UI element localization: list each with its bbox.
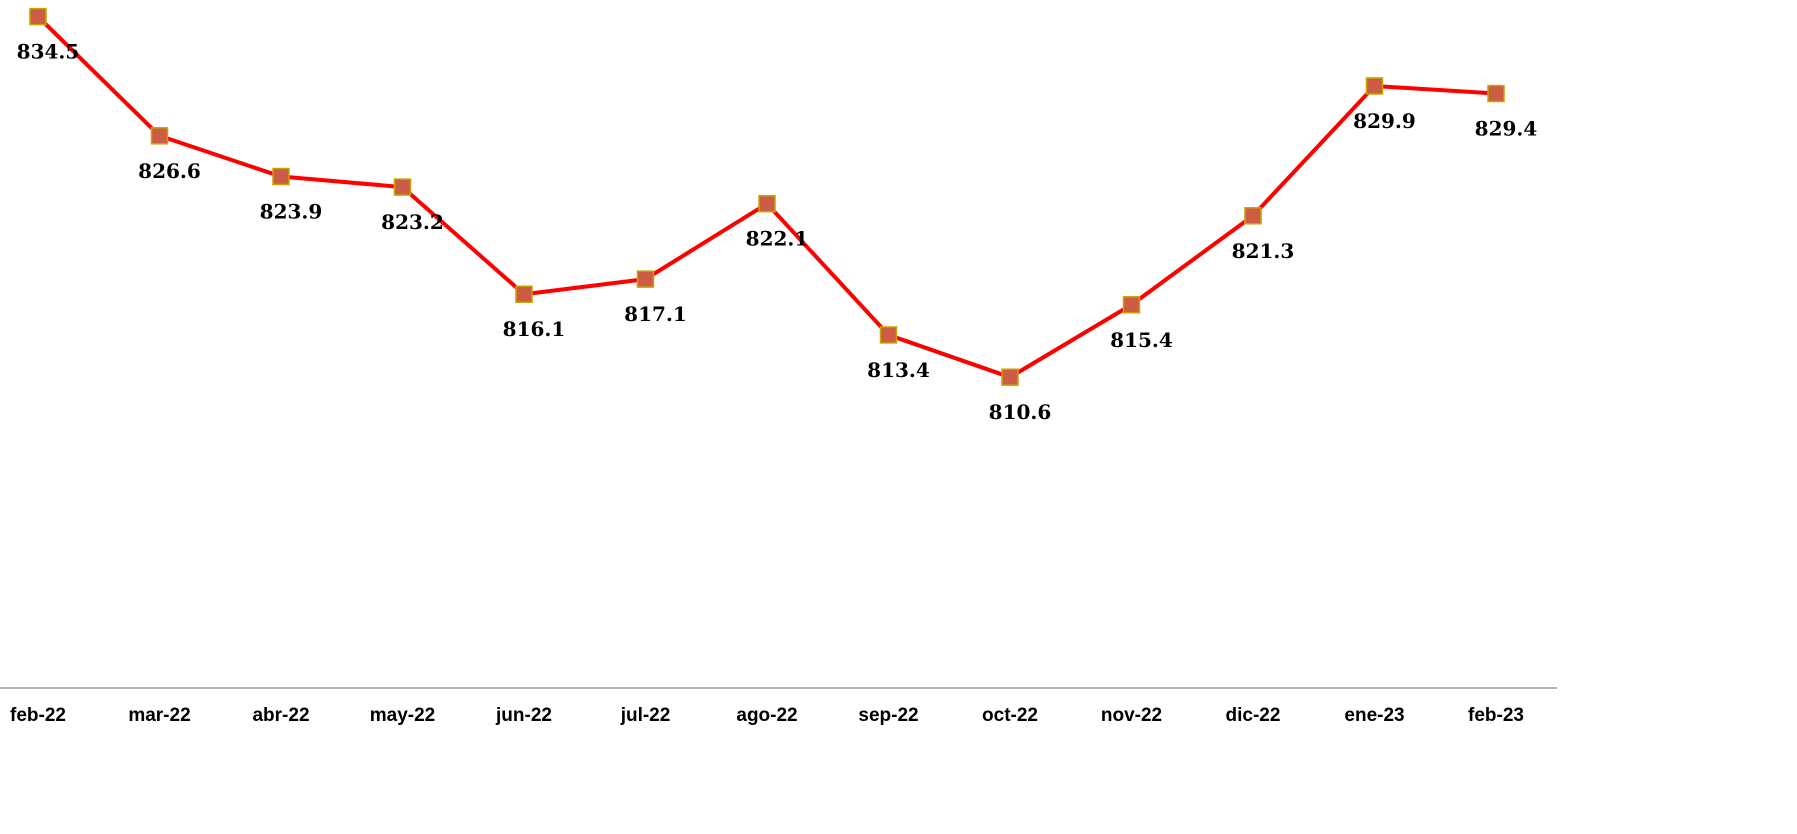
marker — [29, 7, 47, 26]
x-tick-label: may-22 — [370, 705, 436, 726]
data-label: 816.1 — [503, 317, 566, 341]
marker — [1001, 368, 1019, 386]
marker — [1122, 296, 1141, 314]
data-label: 826.6 — [138, 159, 201, 183]
x-tick-label: abr-22 — [252, 705, 309, 726]
x-tick-label: feb-23 — [1468, 705, 1524, 726]
marker — [758, 194, 776, 213]
data-label: 822.1 — [746, 227, 809, 251]
x-tick-label: nov-22 — [1101, 705, 1162, 726]
x-tick-label: oct-22 — [982, 705, 1038, 726]
x-tick-label: jun-22 — [495, 705, 552, 726]
x-tick-label: dic-22 — [1226, 705, 1281, 726]
marker — [1365, 77, 1384, 95]
marker — [150, 127, 169, 145]
data-label: 823.2 — [381, 210, 444, 234]
data-label: 823.9 — [260, 200, 323, 224]
x-tick-label: mar-22 — [128, 705, 190, 726]
data-label: 834.5 — [17, 40, 80, 64]
marker — [1487, 84, 1505, 103]
marker — [1244, 207, 1262, 225]
x-tick-label: feb-22 — [10, 705, 66, 726]
data-label: 817.1 — [624, 302, 687, 326]
data-label: 821.3 — [1232, 239, 1295, 263]
x-tick-label: sep-22 — [858, 705, 918, 726]
x-tick-label: jul-22 — [620, 705, 671, 726]
data-label: 815.4 — [1110, 328, 1173, 352]
marker — [272, 167, 290, 186]
marker — [879, 326, 898, 344]
x-tick-label: ago-22 — [736, 705, 797, 726]
x-tick-label: ene-23 — [1344, 705, 1404, 726]
marker — [393, 178, 412, 196]
marker — [636, 270, 655, 288]
data-label: 829.9 — [1353, 109, 1416, 133]
data-label: 813.4 — [867, 358, 930, 382]
marker — [515, 285, 533, 303]
data-label: 829.4 — [1475, 117, 1538, 141]
data-label: 810.6 — [989, 400, 1052, 424]
